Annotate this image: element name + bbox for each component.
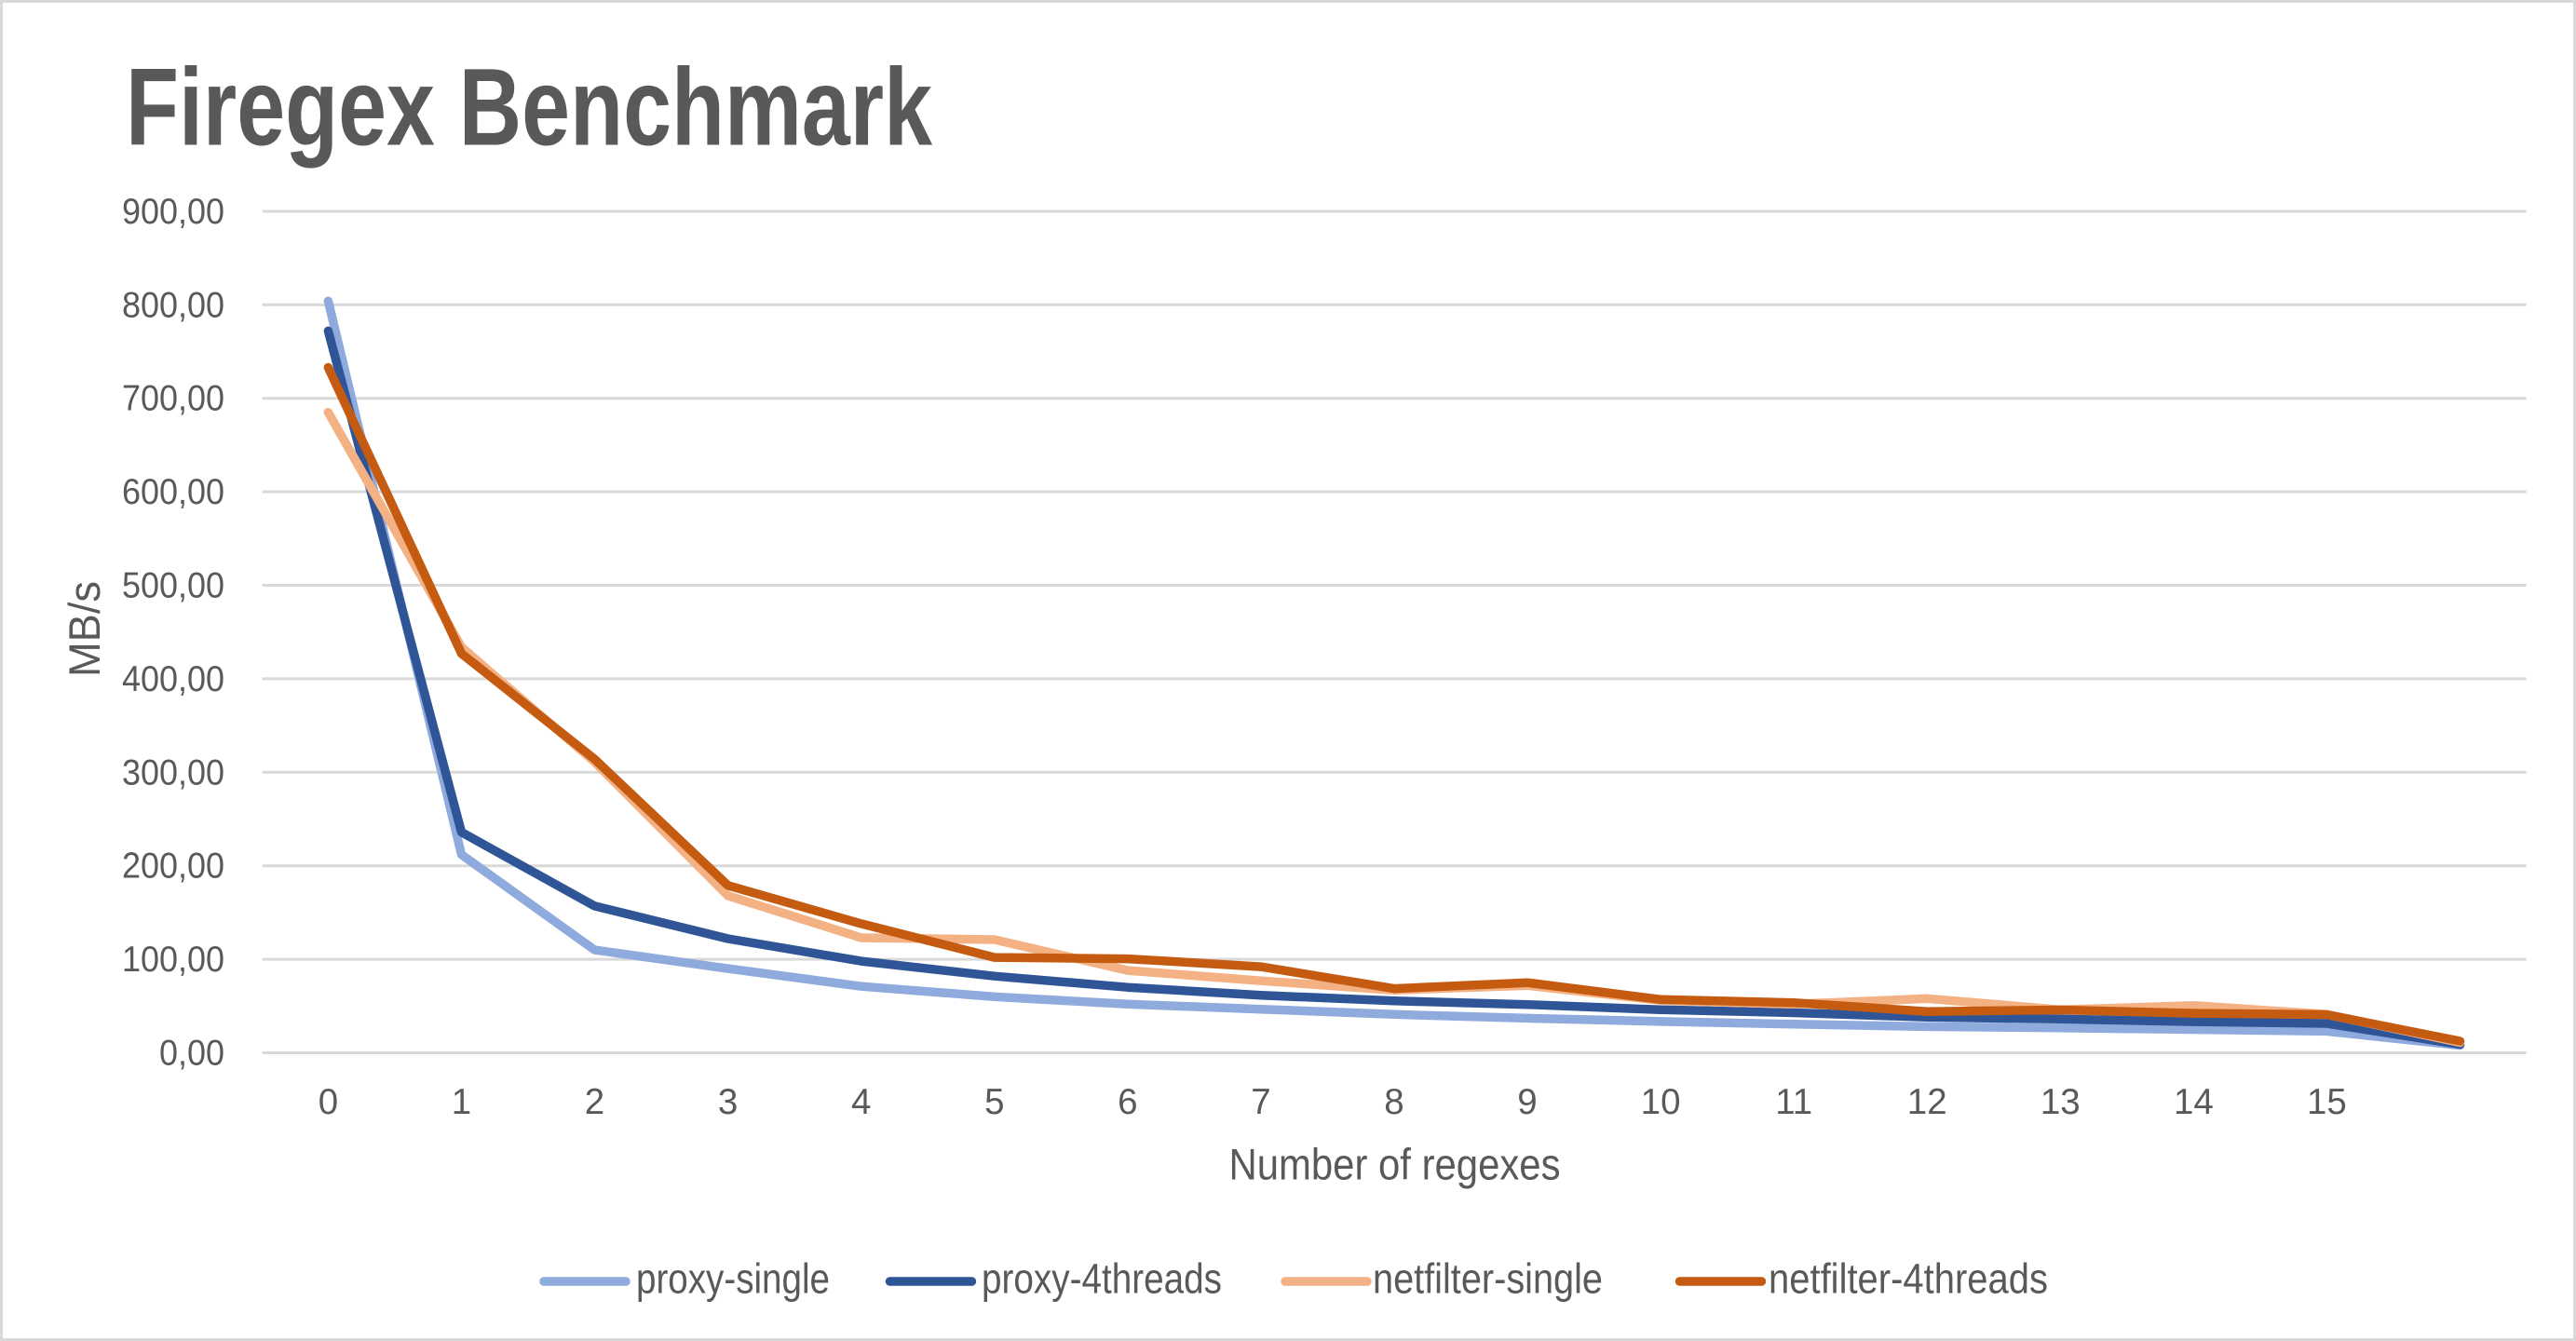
svg-text:2: 2: [585, 1082, 604, 1122]
svg-text:Number of regexes: Number of regexes: [1229, 1140, 1561, 1189]
svg-text:200,00: 200,00: [122, 847, 224, 887]
svg-text:1: 1: [452, 1082, 471, 1122]
svg-text:8: 8: [1384, 1082, 1403, 1122]
svg-text:14: 14: [2174, 1082, 2214, 1122]
svg-text:0,00: 0,00: [159, 1034, 224, 1074]
svg-text:900,00: 900,00: [122, 192, 224, 232]
svg-text:6: 6: [1118, 1082, 1137, 1122]
svg-text:500,00: 500,00: [122, 566, 224, 606]
svg-text:0: 0: [319, 1082, 338, 1122]
svg-text:3: 3: [718, 1082, 738, 1122]
svg-text:400,00: 400,00: [122, 659, 224, 699]
svg-text:netfilter-4threads: netfilter-4threads: [1769, 1255, 2048, 1303]
svg-text:700,00: 700,00: [122, 379, 224, 419]
svg-text:100,00: 100,00: [122, 940, 224, 980]
svg-text:300,00: 300,00: [122, 752, 224, 792]
svg-text:5: 5: [984, 1082, 1004, 1122]
svg-text:proxy-4threads: proxy-4threads: [982, 1255, 1222, 1303]
svg-text:Firegex Benchmark: Firegex Benchmark: [126, 46, 933, 168]
svg-text:7: 7: [1251, 1082, 1270, 1122]
svg-text:13: 13: [2040, 1082, 2081, 1122]
svg-text:proxy-single: proxy-single: [636, 1255, 830, 1303]
svg-text:15: 15: [2307, 1082, 2347, 1122]
svg-text:MB/s: MB/s: [60, 581, 109, 677]
svg-text:netfilter-single: netfilter-single: [1373, 1255, 1603, 1303]
svg-text:600,00: 600,00: [122, 472, 224, 512]
svg-text:800,00: 800,00: [122, 285, 224, 325]
svg-text:11: 11: [1775, 1082, 1812, 1122]
svg-text:12: 12: [1907, 1082, 1947, 1122]
svg-text:10: 10: [1641, 1082, 1681, 1122]
svg-text:4: 4: [851, 1082, 871, 1122]
svg-text:9: 9: [1517, 1082, 1537, 1122]
